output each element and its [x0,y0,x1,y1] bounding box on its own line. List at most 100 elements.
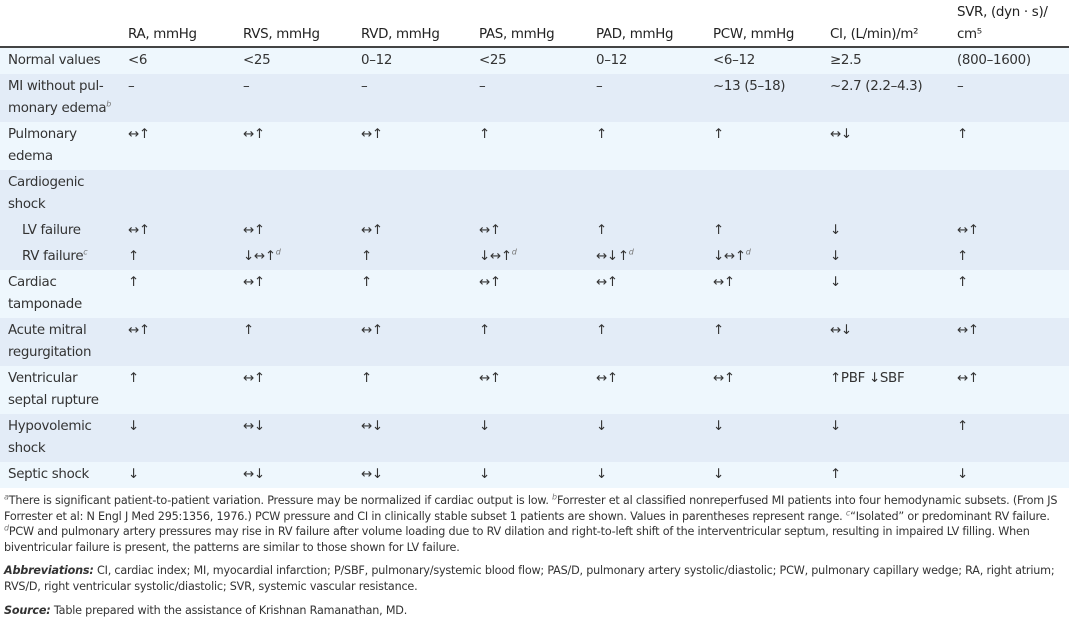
cell-value: ↔↑ [128,323,150,338]
row-label: Cardiogenic shock [0,170,120,218]
table-cell: ↓ [705,462,822,488]
table-cell: ↔↓ [235,414,353,462]
cell-value: ↓↔↑ [243,249,276,264]
table-cell: ↓ [471,414,588,462]
table-notes: aThere is significant patient-to-patient… [0,488,1069,618]
table-cell: ↑ [471,318,588,366]
table-cell: ↔↓ [235,462,353,488]
cell-value: ↓ [128,467,139,482]
table-cell: ↔↑ [235,218,353,244]
table-cell: ↔↓ [353,462,471,488]
table-cell: – [471,74,588,122]
hemodynamics-table: RA, mmHg RVS, mmHg RVD, mmHg PAS, mmHg PAD, … [0,5,1069,488]
cell-value: ↔↑ [713,275,735,290]
cell-value: (800–1600) [957,53,1031,68]
cell-value: ↓ [713,419,724,434]
table-cell: ↑ [353,244,471,270]
table-cell: ↔↑ [949,218,1069,244]
table-cell [822,170,949,218]
cell-value: <25 [243,53,271,68]
cell-value: ↔↑ [957,371,979,386]
cell-value: ↑ [128,371,139,386]
table-row: Acute mitral regurgitation ↔↑ ↑ ↔↑ ↑ ↑ ↑ ↔↓ ↔↑ [0,318,1069,366]
cell-value: ↑PBF ↓SBF [830,371,905,386]
table-cell: <6 [120,47,235,74]
cell-value: ↓ [830,419,841,434]
table-cell: ↑ [471,122,588,170]
table-row: Ventricular septal rupture ↑ ↔↑ ↑ ↔↑ ↔↑ ↔↑ ↑PBF… [0,366,1069,414]
row-label: Hypovolemic shock [0,414,120,462]
cell-value: ↓ [596,467,607,482]
table-cell: ↓ [120,414,235,462]
cell-value: ≥2.5 [830,53,862,68]
cell-value: – [479,79,486,94]
cell-value: ↔↓ [830,323,852,338]
footnote-marker: a [4,492,9,502]
cell-value: ↔↑ [479,275,501,290]
cell-value: ↔↑ [479,223,501,238]
cell-value: ↔↑ [957,323,979,338]
table-cell: ↓ [471,462,588,488]
row-label-text: Ventricular septal rupture [8,371,99,408]
table-cell: ↑ [705,218,822,244]
table-row: RV failurec ↑ ↓↔↑d ↑ ↓↔↑d ↔↓↑d ↓↔↑d ↓ ↑ [0,244,1069,270]
table-cell: – [235,74,353,122]
table-cell: <25 [235,47,353,74]
footnote-marker: d [275,247,281,257]
column-header: PCW, mmHg [713,27,795,42]
cell-value: ↔↓ [361,467,383,482]
table-cell: ↓ [120,462,235,488]
row-label-text: Normal values [8,53,101,68]
footnotes: aThere is significant patient-to-patient… [4,493,1061,555]
cell-value: – [243,79,250,94]
cell-value: ↑ [128,249,139,264]
table-cell: ↑ [120,270,235,318]
row-label: Normal values [0,47,120,74]
table-cell: ↓↔↑d [235,244,353,270]
table-cell: – [120,74,235,122]
row-label: Septic shock [0,462,120,488]
table-cell: ↑ [235,318,353,366]
cell-value: ↔↓ [361,419,383,434]
cell-value: ↓ [596,419,607,434]
table-row: Cardiac tamponade ↑ ↔↑ ↑ ↔↑ ↔↑ ↔↑ ↓ ↑ [0,270,1069,318]
cell-value: ↑ [957,275,968,290]
cell-value: ↑ [361,371,372,386]
cell-value: ↔↑ [596,371,618,386]
cell-value: ↑ [596,323,607,338]
row-label: Cardiac tamponade [0,270,120,318]
table-cell: ↔↑ [120,122,235,170]
row-label: Pulmonary edema [0,122,120,170]
table-cell: ↔↑ [471,270,588,318]
cell-value: ↓↔↑ [479,249,512,264]
cell-value: ↑ [830,467,841,482]
cell-value: ~13 (5–18) [713,79,786,94]
table-row: Pulmonary edema ↔↑ ↔↑ ↔↑ ↑ ↑ ↑ ↔↓ ↑ [0,122,1069,170]
cell-value: ↓ [479,467,490,482]
row-label-text: Hypovolemic shock [8,419,92,456]
footnote-marker: d [4,523,9,533]
table-row: MI without pul-monary edemab – – – – – ~13 (5–… [0,74,1069,122]
table-row: Cardiogenic shock [0,170,1069,218]
table-cell: ↑ [120,244,235,270]
cell-value: ↔↓↑ [596,249,629,264]
row-label: Acute mitral regurgitation [0,318,120,366]
column-header: PAS, mmHg [479,27,555,42]
table-cell: ↑ [588,122,705,170]
table-cell: ↑ [705,122,822,170]
cell-value: ↔↓ [830,127,852,142]
cell-value: ↓ [830,223,841,238]
table-cell: ↔↓ [822,318,949,366]
table-cell: ↔↑ [120,218,235,244]
cell-value: ↑ [361,275,372,290]
table-cell [949,170,1069,218]
column-header: RVD, mmHg [361,27,440,42]
table-cell [235,170,353,218]
cell-value: ↑ [713,127,724,142]
abbreviations-label: Abbreviations: [4,564,94,578]
table-cell: ↑ [949,244,1069,270]
cell-value: ~2.7 (2.2–4.3) [830,79,923,94]
row-label: RV failurec [0,244,120,270]
table-cell: ↔↓↑d [588,244,705,270]
cell-value: ↑ [713,223,724,238]
